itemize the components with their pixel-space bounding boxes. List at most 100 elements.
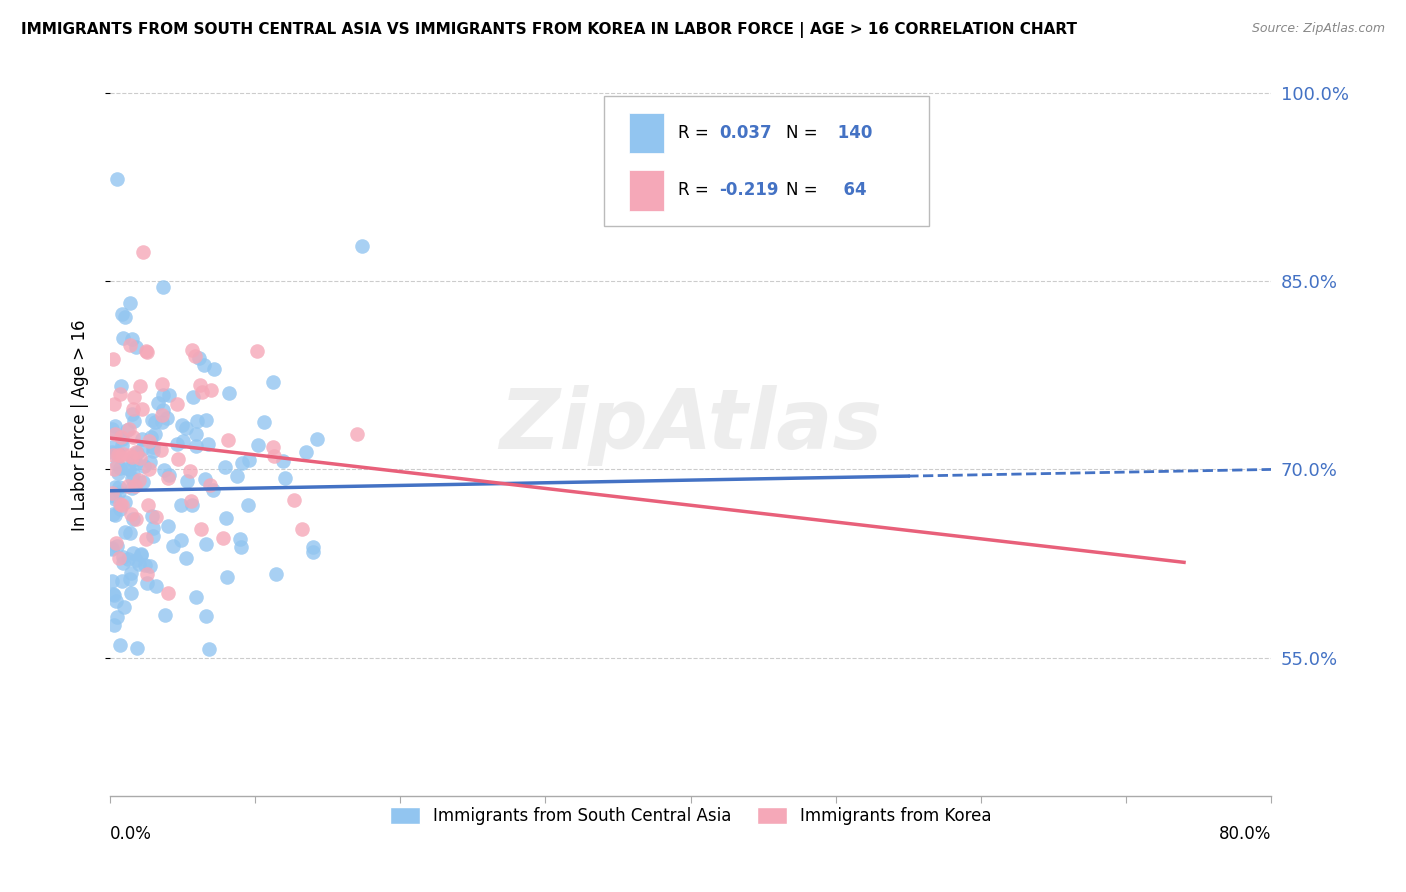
Point	[174, 551, 197, 566]
Point	[125, 445, 148, 459]
Point	[198, 477, 221, 491]
Point	[143, 426, 166, 441]
Point	[125, 445, 148, 459]
Text: 64: 64	[832, 181, 868, 199]
Point	[202, 361, 225, 376]
Point	[162, 539, 184, 553]
Point	[157, 585, 180, 599]
Point	[129, 547, 152, 561]
Point	[107, 449, 129, 463]
Point	[190, 385, 212, 400]
Point	[127, 640, 149, 655]
Point	[110, 430, 132, 444]
Point	[302, 540, 325, 554]
Point	[247, 438, 270, 452]
Point	[190, 522, 212, 536]
Point	[114, 495, 136, 509]
Point	[186, 414, 208, 428]
Point	[108, 485, 131, 500]
Point	[103, 397, 125, 411]
Point	[111, 438, 134, 452]
Point	[115, 423, 138, 437]
Point	[101, 507, 124, 521]
Point	[180, 493, 202, 508]
Point	[132, 244, 155, 259]
Point	[107, 457, 129, 471]
Point	[118, 448, 141, 462]
Point	[141, 429, 163, 443]
Point	[194, 608, 217, 623]
Point	[121, 407, 143, 421]
Point	[108, 551, 131, 566]
Point	[122, 546, 145, 560]
Point	[145, 415, 167, 429]
Point	[122, 401, 145, 416]
Point	[212, 531, 235, 545]
Point	[166, 397, 188, 411]
Point	[118, 296, 141, 310]
Point	[103, 427, 125, 442]
Point	[218, 385, 240, 400]
Point	[253, 415, 276, 429]
Point	[150, 408, 173, 422]
Point	[184, 591, 207, 605]
Point	[100, 445, 122, 459]
Point	[166, 452, 188, 467]
Point	[108, 501, 131, 516]
Point	[291, 522, 314, 536]
Point	[120, 566, 142, 580]
Point	[111, 307, 134, 321]
Point	[201, 483, 224, 497]
Point	[103, 462, 125, 476]
Point	[101, 485, 124, 500]
Point	[131, 442, 153, 456]
Point	[225, 469, 247, 483]
Point	[294, 445, 316, 459]
Point	[114, 310, 136, 325]
Point	[105, 610, 128, 624]
Point	[176, 474, 198, 488]
Point	[136, 567, 159, 582]
Point	[110, 638, 132, 652]
Point	[138, 434, 160, 448]
Point	[263, 450, 285, 464]
Point	[121, 430, 143, 444]
Point	[184, 426, 207, 441]
Y-axis label: In Labor Force | Age > 16: In Labor Force | Age > 16	[72, 319, 89, 532]
Legend: Immigrants from South Central Asia, Immigrants from Korea: Immigrants from South Central Asia, Immi…	[384, 800, 998, 832]
Point	[193, 359, 215, 373]
Point	[152, 280, 174, 294]
Text: -0.219: -0.219	[720, 181, 779, 199]
Point	[107, 466, 129, 480]
Point	[138, 559, 160, 574]
Point	[111, 549, 134, 564]
Text: 80.0%: 80.0%	[1219, 825, 1271, 844]
Point	[346, 426, 368, 441]
Text: 0.0%: 0.0%	[110, 825, 152, 844]
FancyBboxPatch shape	[628, 170, 664, 211]
Point	[262, 376, 284, 390]
Point	[172, 434, 194, 448]
Point	[350, 238, 373, 252]
FancyBboxPatch shape	[603, 95, 928, 226]
Point	[194, 472, 217, 486]
Point	[105, 594, 128, 608]
Point	[152, 402, 174, 417]
Point	[114, 524, 136, 539]
Point	[111, 556, 134, 570]
Point	[117, 479, 139, 493]
Point	[103, 448, 125, 462]
Point	[101, 542, 124, 557]
Point	[117, 551, 139, 566]
Point	[214, 511, 236, 525]
Point	[128, 473, 150, 487]
Point	[103, 508, 125, 522]
Point	[101, 440, 124, 454]
Point	[125, 340, 148, 354]
Point	[283, 492, 305, 507]
Text: 0.037: 0.037	[720, 124, 772, 142]
Point	[103, 490, 125, 504]
Point	[229, 540, 252, 554]
Point	[120, 572, 142, 586]
Point	[121, 470, 143, 484]
